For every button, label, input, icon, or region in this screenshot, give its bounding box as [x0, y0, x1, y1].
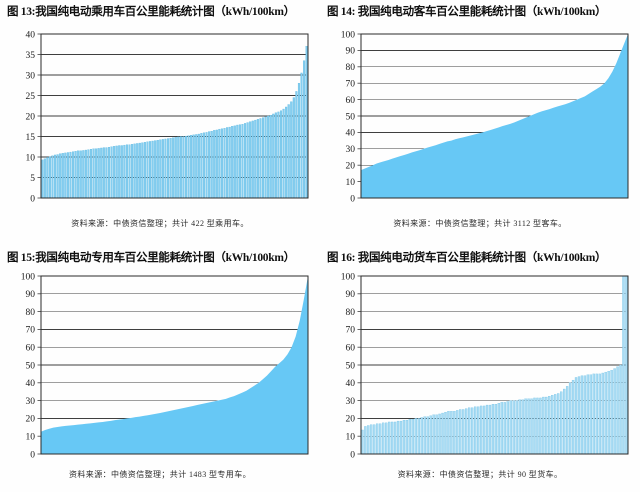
figure-14-source-note: 资料来源：中债资信整理；共计 3112 型客车。: [393, 219, 567, 228]
figure-15-plot: 0 10 20 30 40 50 60 70 80 90 100: [21, 272, 309, 460]
svg-text:50: 50: [346, 361, 356, 371]
figure-15-source-note: 资料来源：中债资信整理；共计 1483 型专用车。: [69, 470, 251, 479]
svg-text:80: 80: [26, 308, 36, 318]
figure-14-plot: 0 10 20 30 40 50 60 70 80 90 100: [341, 30, 629, 204]
svg-text:10: 10: [346, 433, 356, 443]
svg-text:10: 10: [26, 433, 36, 443]
svg-text:80: 80: [346, 308, 356, 318]
svg-text:50: 50: [26, 361, 36, 371]
svg-text:5: 5: [30, 174, 35, 184]
svg-text:20: 20: [346, 162, 356, 172]
figure-16-source-note: 资料来源：中债资信整理；共计 90 型货车。: [397, 470, 563, 479]
figure-14-title: 图 14: 我国纯电动客车百公里能耗统计图（kWh/100km）: [327, 6, 607, 18]
svg-text:20: 20: [26, 415, 36, 425]
figure-16-panel: 图 16: 我国纯电动货车百公里能耗统计图（kWh/100km） 0 10 20 30…: [320, 246, 640, 492]
svg-text:0: 0: [30, 450, 35, 460]
svg-text:30: 30: [26, 397, 36, 407]
figure-14-panel: 图 14: 我国纯电动客车百公里能耗统计图（kWh/100km） 0 10 20 30…: [320, 0, 640, 246]
figure-15-panel: 图 15:我国纯电动专用车百公里能耗统计图（kWh/100km） 0 10 20 30…: [0, 246, 320, 492]
svg-text:60: 60: [346, 344, 356, 354]
svg-text:100: 100: [341, 30, 356, 40]
svg-text:0: 0: [30, 194, 35, 204]
svg-text:25: 25: [26, 92, 36, 102]
svg-text:0: 0: [350, 194, 355, 204]
svg-text:60: 60: [346, 96, 356, 106]
svg-text:30: 30: [26, 71, 36, 81]
svg-text:40: 40: [26, 30, 36, 40]
svg-text:30: 30: [346, 145, 356, 155]
svg-text:10: 10: [26, 153, 36, 163]
svg-text:0: 0: [350, 450, 355, 460]
svg-text:70: 70: [26, 326, 36, 336]
svg-text:90: 90: [346, 290, 356, 300]
figure-13-plot: 0 5 10 15 20 25 30 35 40: [26, 30, 309, 204]
svg-text:20: 20: [26, 112, 36, 122]
svg-text:90: 90: [26, 290, 36, 300]
figure-13-panel: 图 13:我国纯电动乘用车百公里能耗统计图（kWh/100km） 0 5 10 15 2…: [0, 0, 320, 246]
svg-text:15: 15: [26, 133, 36, 143]
figure-16-plot: 0 10 20 30 40 50 60 70 80 90 100: [341, 272, 629, 460]
svg-text:90: 90: [346, 47, 356, 57]
svg-text:35: 35: [26, 51, 36, 61]
svg-text:70: 70: [346, 326, 356, 336]
svg-text:10: 10: [346, 178, 356, 188]
figure-13-source-note: 资料来源：中债资信整理；共计 422 型乘用车。: [71, 219, 249, 228]
figure-13-title: 图 13:我国纯电动乘用车百公里能耗统计图（kWh/100km）: [7, 6, 295, 18]
svg-text:100: 100: [341, 272, 356, 282]
svg-text:20: 20: [346, 415, 356, 425]
svg-text:60: 60: [26, 344, 36, 354]
svg-text:50: 50: [346, 112, 356, 122]
svg-text:70: 70: [346, 80, 356, 90]
figure-15-title: 图 15:我国纯电动专用车百公里能耗统计图（kWh/100km）: [7, 252, 295, 264]
svg-text:40: 40: [346, 379, 356, 389]
figure-16-title: 图 16: 我国纯电动货车百公里能耗统计图（kWh/100km）: [327, 252, 607, 264]
svg-text:80: 80: [346, 63, 356, 73]
svg-text:30: 30: [346, 397, 356, 407]
svg-text:40: 40: [346, 129, 356, 139]
svg-text:100: 100: [21, 272, 36, 282]
svg-text:40: 40: [26, 379, 36, 389]
